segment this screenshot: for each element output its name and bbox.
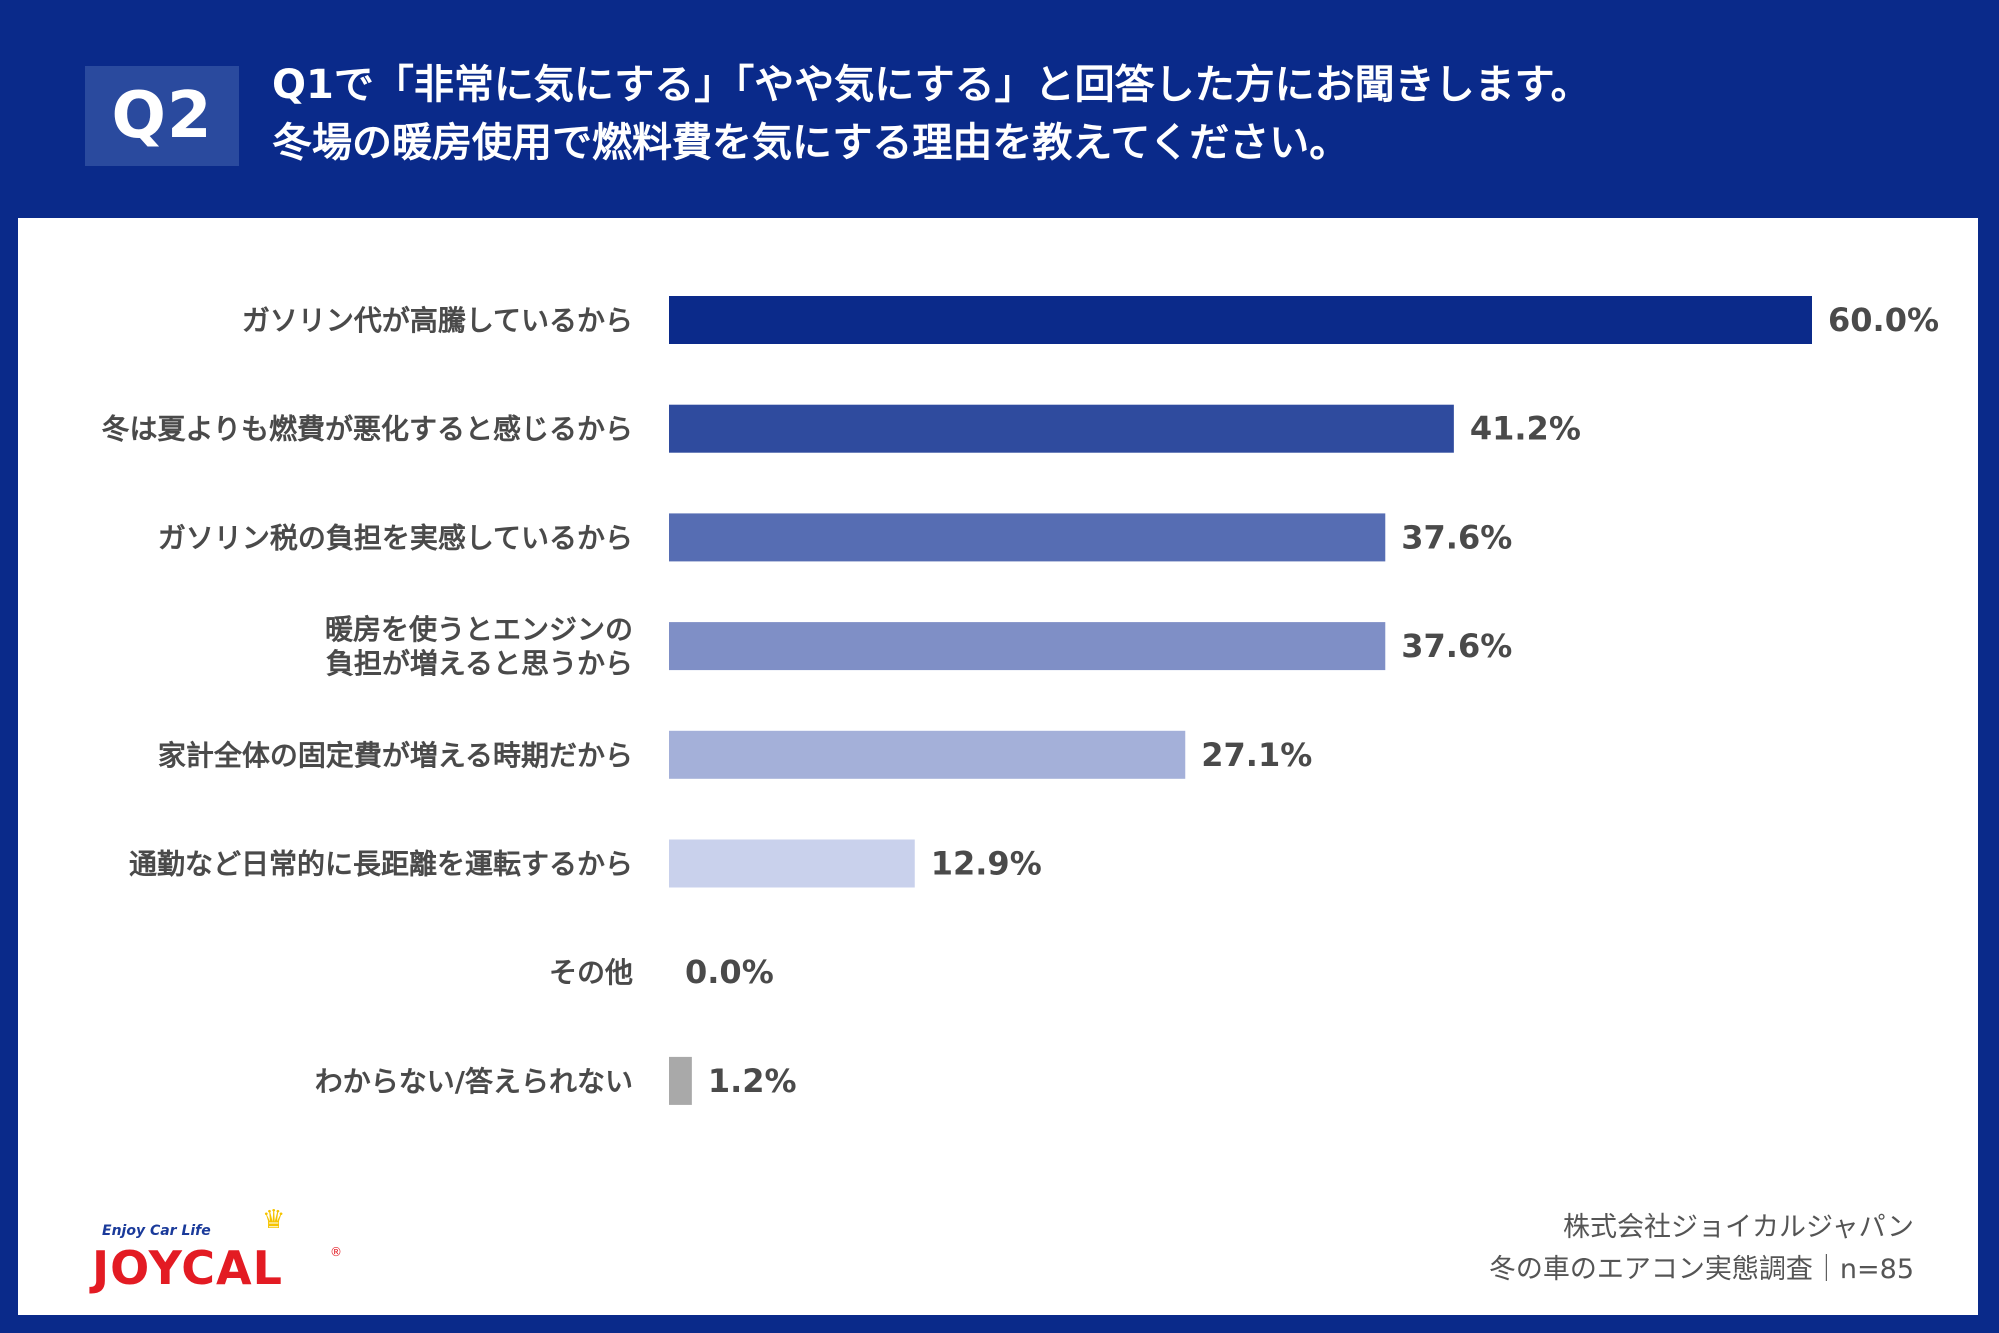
bar — [669, 1056, 692, 1105]
header: Q2 Q1で「非常に気にする」「やや気にする」と回答した方にお聞きします。 冬場… — [0, 0, 1999, 218]
bar — [669, 296, 1812, 344]
joycal-logo: ♛ Enjoy Car Life JOYCAL ® — [92, 1205, 342, 1295]
logo-registered-mark: ® — [330, 1245, 342, 1259]
bar — [669, 730, 1186, 779]
value-label: 37.6% — [1401, 627, 1512, 665]
source-company: 株式会社ジョイカルジャパン — [1563, 1212, 1914, 1243]
value-label: 37.6% — [1401, 518, 1512, 556]
value-label: 12.9% — [931, 845, 1042, 883]
bar — [669, 622, 1386, 671]
bar-chart: ガソリン代が高騰しているから 60.0% 冬は夏よりも燃費が悪化すると感じるから 41… — [102, 296, 1939, 1105]
question-title: Q1で「非常に気にする」「やや気にする」と回答した方にお聞きします。 冬場の暖房… — [272, 56, 1591, 172]
category-label: その他 — [549, 956, 633, 989]
category-label-line: 負担が増えると思うから — [326, 647, 633, 680]
value-label: 41.2% — [1470, 410, 1581, 448]
category-label: 家計全体の固定費が増える時期だから — [158, 739, 633, 772]
logo-wordmark: JOYCAL — [92, 1241, 283, 1295]
bar — [669, 404, 1454, 453]
category-label: わからない/答えられない — [315, 1065, 633, 1098]
source-note: 株式会社ジョイカルジャパン 冬の車のエアコン実態調査｜n=85 — [1489, 1207, 1914, 1291]
category-label: ガソリン代が高騰しているから — [242, 304, 633, 337]
value-label: 60.0% — [1828, 301, 1939, 339]
logo-tagline: Enjoy Car Life — [102, 1223, 211, 1239]
value-label: 0.0% — [685, 953, 774, 991]
bar — [669, 839, 915, 888]
category-label-line: 暖房を使うとエンジンの — [325, 613, 633, 646]
question-badge: Q2 — [85, 66, 239, 166]
bar — [669, 513, 1386, 562]
source-survey: 冬の車のエアコン実態調査｜n=85 — [1488, 1254, 1914, 1285]
category-label: ガソリン税の負担を実感しているから — [158, 521, 633, 554]
value-label: 1.2% — [708, 1062, 797, 1100]
question-title-line1: Q1で「非常に気にする」「やや気にする」と回答した方にお聞きします。 — [272, 62, 1591, 108]
value-label: 27.1% — [1201, 736, 1312, 774]
category-label: 通勤など日常的に長距離を運転するから — [129, 848, 633, 881]
category-label: 暖房を使うとエンジンの負担が増えると思うから — [325, 613, 633, 680]
chart-panel: ガソリン代が高騰しているから 60.0% 冬は夏よりも燃費が悪化すると感じるから 41… — [18, 218, 1978, 1315]
crown-icon: ♛ — [262, 1205, 286, 1235]
question-title-line2: 冬場の暖房使用で燃料費を気にする理由を教えてください。 — [272, 120, 1350, 166]
category-label: 冬は夏よりも燃費が悪化すると感じるから — [102, 413, 633, 446]
